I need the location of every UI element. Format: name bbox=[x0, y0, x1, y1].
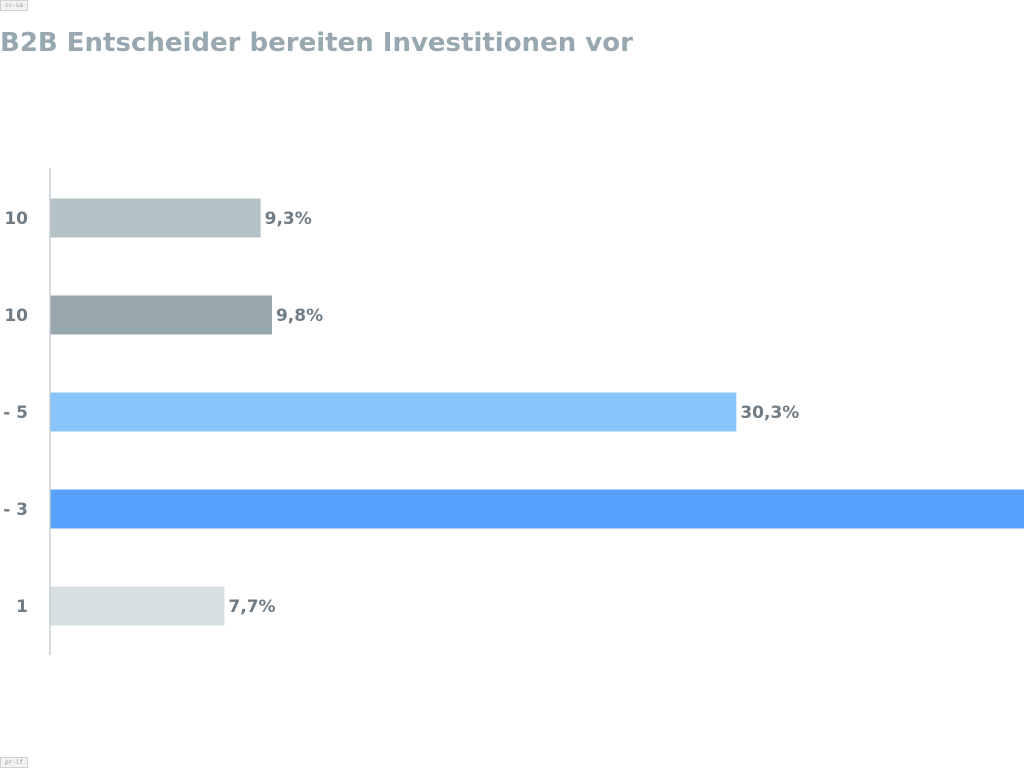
bar-1 bbox=[50, 198, 261, 238]
corner-tag-top: cc-sa bbox=[0, 0, 28, 11]
bar-5 bbox=[50, 586, 225, 626]
data-labels: 9,3% 9,8% 30,3% 7,7% bbox=[228, 209, 799, 617]
value-label-5: 7,7% bbox=[228, 597, 275, 617]
bars-layer bbox=[50, 198, 1024, 626]
value-label-2: 9,8% bbox=[276, 306, 323, 326]
value-label-1: 9,3% bbox=[265, 209, 312, 229]
category-label-2: 10 bbox=[4, 306, 28, 326]
chart-title: B2B Entscheider bereiten Investitionen v… bbox=[0, 28, 633, 58]
category-axis-labels: 10 10 - 5 - 3 1 bbox=[3, 209, 28, 617]
category-label-3: - 5 bbox=[3, 403, 28, 423]
category-label-5: 1 bbox=[16, 597, 28, 617]
bar-4 bbox=[50, 489, 1024, 529]
bar-2 bbox=[50, 295, 272, 335]
value-label-3: 30,3% bbox=[740, 403, 799, 423]
corner-tag-bottom: pr-if bbox=[0, 757, 28, 768]
category-label-4: - 3 bbox=[3, 500, 28, 520]
category-label-1: 10 bbox=[4, 209, 28, 229]
bar-3 bbox=[50, 392, 737, 432]
